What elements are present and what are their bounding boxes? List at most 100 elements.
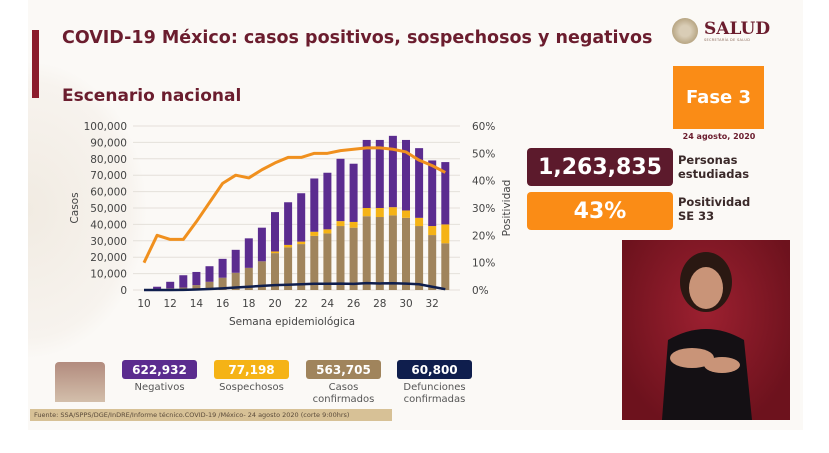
legend-sospechosos: 77,198 Sospechosos: [214, 360, 289, 394]
bar-negativos: [441, 162, 450, 225]
bar-casos-confirmados: [336, 226, 345, 290]
bar-negativos: [415, 148, 424, 218]
bar-casos-confirmados: [323, 233, 332, 290]
y-tick-label: 10,000: [90, 269, 127, 281]
legend-label: Defunciones confirmadas: [403, 382, 466, 405]
bar-sospechosos: [375, 208, 384, 218]
bar-negativos: [388, 135, 397, 208]
bar-casos-confirmados: [388, 215, 397, 290]
bar-sospechosos: [415, 217, 424, 227]
x-tick-label: 28: [373, 298, 386, 310]
y-tick-label: 20,000: [90, 252, 127, 264]
kpi-personas-value: 1,263,835: [527, 148, 673, 186]
page-subtitle: Escenario nacional: [62, 86, 242, 106]
bar-casos-confirmados: [231, 272, 240, 290]
bar-negativos: [192, 271, 201, 286]
kpi-positividad-label: Positividad SE 33: [678, 195, 751, 223]
bar-negativos: [362, 139, 371, 208]
interpreter-video: [622, 240, 790, 420]
y-tick-label: 100,000: [84, 121, 127, 133]
y-tick-label: 40,000: [90, 219, 127, 231]
watermark: [28, 60, 148, 360]
bar-casos-confirmados: [271, 253, 279, 290]
bar-casos-confirmados: [244, 267, 253, 290]
bar-sospechosos: [297, 241, 306, 245]
bar-negativos: [284, 202, 293, 245]
bar-casos-confirmados: [284, 247, 293, 290]
y-tick-label: 30,000: [90, 236, 127, 248]
logo-subtext: SECRETARÍA DE SALUD: [704, 37, 751, 42]
y-tick-label: 50,000: [90, 203, 127, 215]
accent-bar: [32, 30, 39, 98]
fase-badge: Fase 3: [673, 66, 764, 129]
x-tick-label: 18: [242, 298, 255, 310]
bar-negativos: [428, 160, 437, 227]
y2-tick-label: 60%: [472, 121, 495, 133]
legend-value: 77,198: [214, 360, 289, 379]
y2-tick-label: 0%: [472, 285, 489, 297]
seal-icon: [672, 18, 698, 44]
y-tick-label: 90,000: [90, 137, 127, 149]
x-tick-label: 30: [399, 298, 412, 310]
legend-value: 563,705: [306, 360, 381, 379]
legend-label: Sospechosos: [219, 382, 284, 393]
page-title: COVID-19 México: casos positivos, sospec…: [62, 28, 653, 48]
bar-sospechosos: [362, 208, 371, 217]
bar-negativos: [153, 286, 162, 290]
legend-label: Negativos: [134, 382, 185, 393]
line-defunciones-confirmadas: [144, 281, 446, 292]
x-tick-label: 12: [164, 298, 177, 310]
y-axis-label: Casos: [69, 192, 81, 223]
bar-sospechosos: [349, 221, 358, 228]
bar-casos-confirmados: [205, 281, 214, 290]
bar-negativos: [402, 139, 410, 211]
bar-casos-confirmados: [349, 227, 358, 290]
x-tick-label: 26: [347, 298, 361, 310]
bar-negativos: [205, 266, 214, 282]
x-tick-label: 14: [190, 298, 204, 310]
bar-casos-confirmados: [297, 244, 306, 290]
bar-negativos: [218, 258, 227, 278]
chart: 0 10,000 20,000 30,000 40,000 50,000 60,000 70,…: [69, 121, 513, 328]
bar-sospechosos: [284, 244, 293, 248]
bar-negativos: [375, 139, 384, 208]
bar-negativos: [323, 172, 332, 230]
y-tick-label: 70,000: [90, 170, 127, 182]
y2-axis-label: Positividad: [501, 180, 513, 237]
bar-casos-confirmados: [310, 235, 319, 290]
x-tick-label: 32: [426, 298, 439, 310]
bar-negativos: [336, 158, 345, 222]
x-tick-label: 10: [137, 298, 150, 310]
legend-defunciones: 60,800 Defunciones confirmadas: [397, 360, 472, 406]
bar-casos-confirmados: [402, 217, 410, 290]
x-tick-label: 24: [321, 298, 335, 310]
legend-negativos: 622,932 Negativos: [122, 360, 197, 394]
bar-sospechosos: [388, 207, 397, 216]
bar-sospechosos: [441, 224, 450, 244]
bar-casos-confirmados: [192, 285, 201, 290]
bar-negativos: [310, 178, 319, 232]
y-tick-label: 80,000: [90, 154, 127, 166]
bar-negativos: [271, 212, 279, 252]
bar-negativos: [349, 163, 358, 222]
y-tick-label: 60,000: [90, 187, 127, 199]
logo-text: SALUD: [704, 18, 771, 39]
x-tick-label: 22: [295, 298, 308, 310]
bar-negativos: [179, 275, 188, 288]
bar-negativos: [166, 281, 175, 289]
report-date: 24 agosto, 2020: [682, 132, 756, 141]
bar-casos-confirmados: [218, 277, 227, 290]
legend-confirmados: 563,705 Casos confirmados: [306, 360, 381, 406]
bar-casos-confirmados: [415, 226, 424, 290]
kpi-positividad-value: 43%: [527, 192, 673, 230]
y2-tick-label: 30%: [472, 203, 495, 215]
bar-sospechosos: [323, 229, 332, 234]
x-tick-label: 20: [268, 298, 281, 310]
bar-casos-confirmados: [375, 217, 384, 290]
bar-casos-confirmados: [362, 216, 371, 290]
y2-tick-label: 50%: [472, 148, 495, 160]
historic-figures-logo: [55, 362, 105, 402]
source-footer: Fuente: SSA/SPPS/DGE/InDRE/Informe técni…: [30, 409, 392, 421]
bar-negativos: [297, 193, 306, 242]
bar-casos-confirmados: [428, 235, 437, 290]
